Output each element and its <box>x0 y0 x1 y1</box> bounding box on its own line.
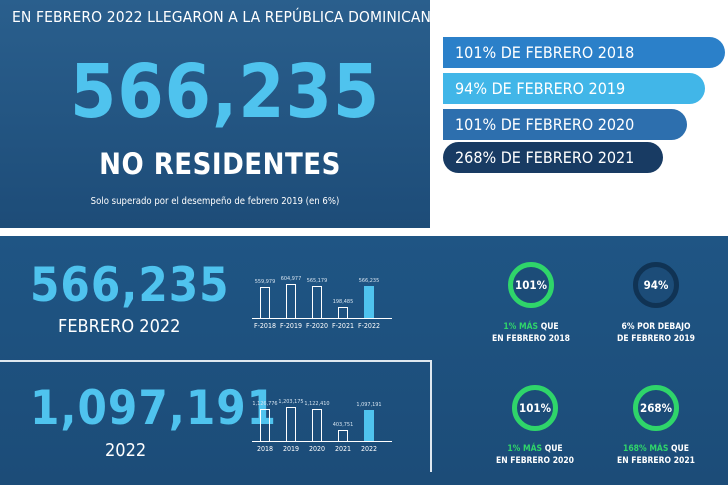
year-bar-chart: 1,126,776 2018 1,203,175 2019 1,122,410 2020 4… <box>252 393 392 453</box>
comparison-pill-2020: 101% DE FEBRERO 2020 <box>443 109 687 140</box>
bar-category-label: F-2019 <box>280 322 302 330</box>
ring-caption: 1% MÁS QUE EN FEBRERO 2020 <box>480 443 590 468</box>
ring-caption: 168% MÁS QUE EN FEBRERO 2021 <box>601 443 711 468</box>
year-label: 2022 <box>105 440 147 461</box>
bar-value-label: 566,235 <box>358 278 380 285</box>
ring-caption: 1% MÁS QUE EN FEBRERO 2018 <box>476 321 586 346</box>
bar-category-label: F-2020 <box>306 322 328 330</box>
comparison-pill-2019: 94% DE FEBRERO 2019 <box>443 73 705 104</box>
section-divider <box>0 228 728 236</box>
bar-F-2022 <box>364 286 374 318</box>
ring-gauge: 268% <box>633 385 679 431</box>
bar-value-label: 1,122,410 <box>304 401 330 408</box>
bar-2021 <box>338 429 348 441</box>
bar-value-label: 565,179 <box>306 278 328 285</box>
ring-caption-rest: 6% POR DEBAJO <box>621 322 691 332</box>
ring-caption-lead: 168% MÁS <box>623 444 669 454</box>
chart-axis <box>252 318 392 319</box>
comparison-pill-2021: 268% DE FEBRERO 2021 <box>443 142 663 173</box>
ring-feb-2018: 101% <box>508 262 554 308</box>
bar-category-label: 2022 <box>360 445 378 453</box>
bar-value-label: 198,485 <box>332 298 354 305</box>
headline: EN FEBRERO 2022 LLEGARON A LA REPÚBLICA … <box>12 8 441 26</box>
bar-category-label: F-2022 <box>358 322 380 330</box>
february-bar-chart: 559,979 F-2018 604,977 F-2019 565,179 F-2020 1… <box>252 270 392 330</box>
bar-2018 <box>260 409 270 441</box>
ring-feb-2020: 101% <box>512 385 558 431</box>
ring-caption-rest: QUE <box>542 444 563 454</box>
ring-gauge: 94% <box>633 262 679 308</box>
bar-value-label: 1,126,776 <box>252 401 278 408</box>
frame-line <box>430 360 432 472</box>
ring-caption-line2: DE FEBRERO 2019 <box>617 334 695 345</box>
hero-value: 566,235 <box>70 49 381 135</box>
bar-2020 <box>312 409 322 441</box>
bar-category-label: F-2018 <box>254 322 276 330</box>
hero-note: Solo superado por el desempeño de febrer… <box>90 196 340 207</box>
bar-value-label: 559,979 <box>254 278 276 285</box>
hero-label: NO RESIDENTES <box>99 147 341 181</box>
ring-caption-lead: 1% MÁS <box>503 322 539 332</box>
bar-2019 <box>286 407 296 441</box>
bar-category-label: 2021 <box>334 445 352 453</box>
bar-category-label: 2019 <box>282 445 300 453</box>
bar-value-label: 1,097,191 <box>356 401 382 408</box>
ring-caption-rest: QUE <box>668 444 689 454</box>
bar-value-label: 1,203,175 <box>278 399 304 405</box>
ring-gauge: 101% <box>512 385 558 431</box>
ring-caption-line2: EN FEBRERO 2020 <box>495 456 574 467</box>
bar-category-label: F-2021 <box>332 322 354 330</box>
ring-caption-rest: QUE <box>538 322 559 332</box>
ring-caption: 6% POR DEBAJO DE FEBRERO 2019 <box>601 321 711 346</box>
ring-feb-2021: 268% <box>633 385 679 431</box>
chart-axis <box>252 441 392 442</box>
ring-feb-2019: 94% <box>633 262 679 308</box>
bar-F-2021 <box>338 306 348 318</box>
bar-F-2020 <box>312 286 322 318</box>
frame-line <box>0 360 432 362</box>
bar-F-2018 <box>260 286 270 318</box>
bar-value-label: 604,977 <box>280 276 302 282</box>
bar-value-label: 403,751 <box>332 421 354 428</box>
february-value: 566,235 <box>30 258 230 313</box>
ring-caption-line2: EN FEBRERO 2018 <box>491 334 570 345</box>
comparison-pill-2018: 101% DE FEBRERO 2018 <box>443 37 725 68</box>
bar-category-label: 2018 <box>256 445 274 453</box>
ring-caption-line2: EN FEBRERO 2021 <box>616 456 695 467</box>
ring-gauge: 101% <box>508 262 554 308</box>
february-label: FEBRERO 2022 <box>58 316 181 337</box>
bar-category-label: 2020 <box>308 445 326 453</box>
ring-caption-lead: 1% MÁS <box>507 444 543 454</box>
bar-F-2019 <box>286 284 296 318</box>
bar-2022 <box>364 409 374 441</box>
year-value: 1,097,191 <box>30 381 278 436</box>
